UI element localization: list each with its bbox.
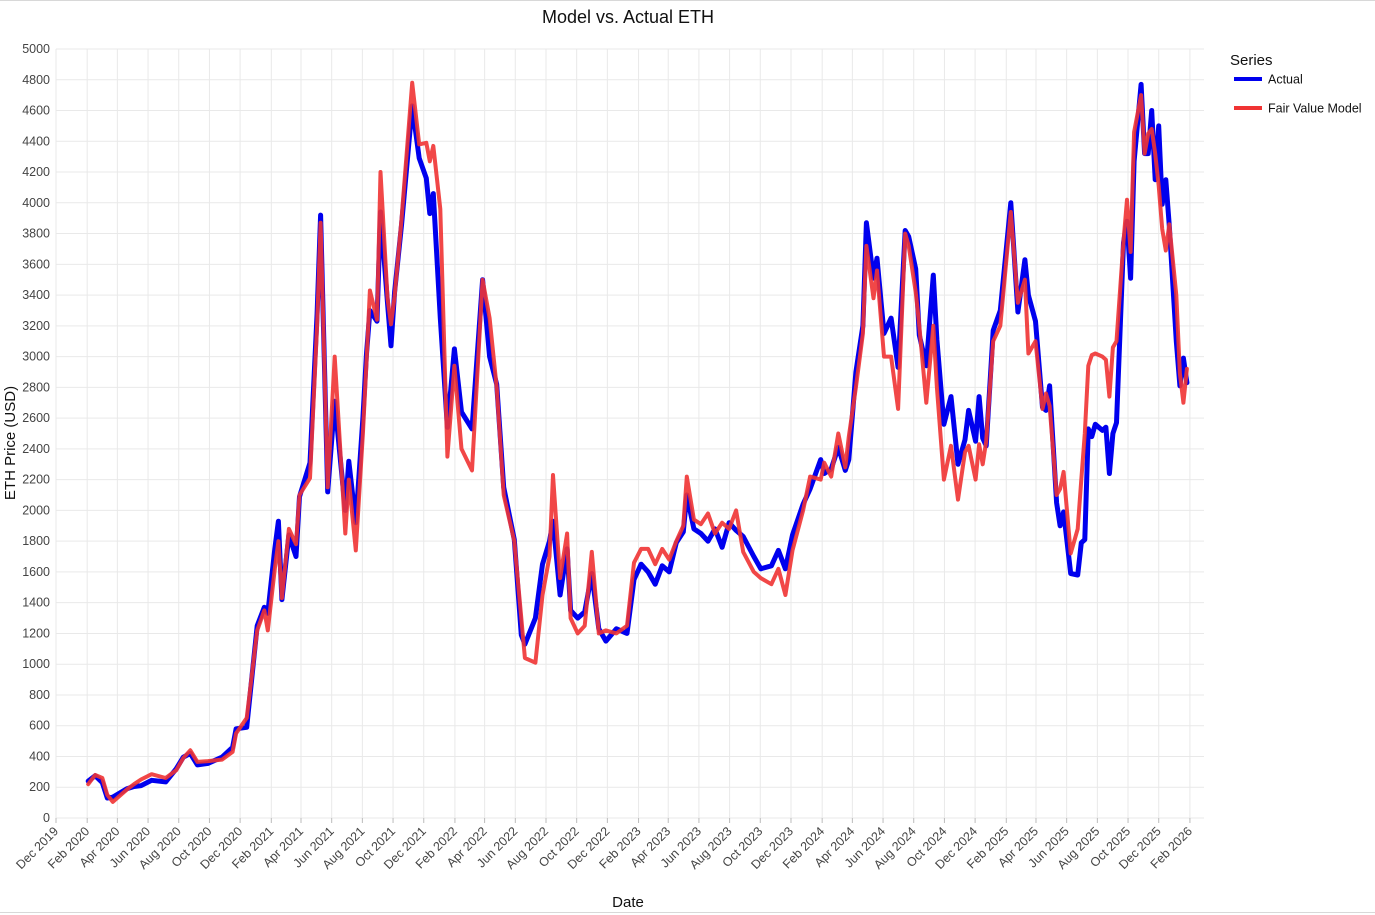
y-tick-label: 1000 [22,657,50,671]
series-lines [85,80,1190,804]
y-tick-label: 400 [29,749,50,763]
y-tick-label: 2000 [22,503,50,517]
y-tick-label: 3800 [22,227,50,241]
grid [55,48,1204,819]
chart-title: Model vs. Actual ETH [542,7,714,27]
series-line-fair-value-model [86,80,1189,804]
series-line-actual [85,81,1190,801]
y-tick-label: 2800 [22,380,50,394]
y-tick-label: 4400 [22,134,50,148]
legend-items: Actual Fair Value Model [1234,73,1362,116]
x-axis-title: Date [612,894,644,911]
y-axis-title: ETH Price (USD) [2,386,19,500]
y-axis: 0 200 400 600 800 1000 1200 1400 1600 1800 2000 220… [22,42,50,825]
y-tick-label: 1400 [22,596,50,610]
y-tick-label: 3400 [22,288,50,302]
y-tick-label: 1600 [22,565,50,579]
y-tick-label: 800 [29,688,50,702]
y-tick-label: 2600 [22,411,50,425]
y-tick-label: 4000 [22,196,50,210]
y-tick-label: 1800 [22,534,50,548]
y-tick-label: 4200 [22,165,50,179]
y-tick-label: 200 [29,780,50,794]
legend-label: Actual [1268,73,1303,87]
y-tick-label: 3600 [22,257,50,271]
legend-title: Series [1230,52,1273,69]
y-tick-label: 4800 [22,73,50,87]
y-tick-label: 5000 [22,42,50,56]
y-tick-label: 4600 [22,104,50,118]
y-tick-label: 3000 [22,350,50,364]
legend-label: Fair Value Model [1268,102,1362,116]
y-tick-label: 600 [29,719,50,733]
legend: Series Actual Fair Value Model [1230,52,1362,116]
y-tick-label: 1200 [22,626,50,640]
y-tick-label: 3200 [22,319,50,333]
y-tick-label: 0 [43,811,50,825]
y-tick-label: 2200 [22,473,50,487]
y-tick-label: 2400 [22,442,50,456]
